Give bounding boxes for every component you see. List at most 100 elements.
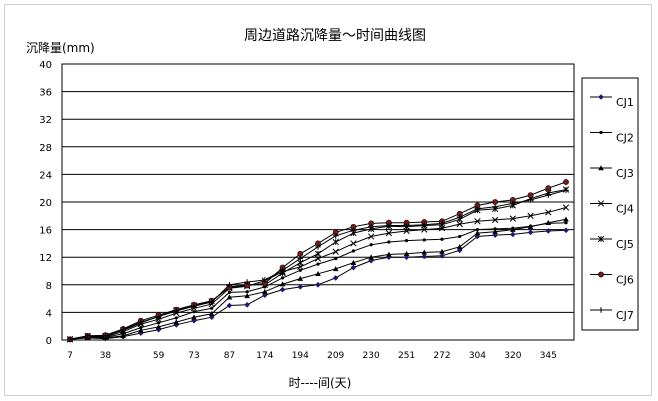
y-tick-label-24: 24 xyxy=(39,170,52,181)
x-tick-label-38: 38 xyxy=(100,351,112,361)
point-CJ3-19 xyxy=(403,250,410,256)
x-tick-label-174: 174 xyxy=(256,351,273,361)
point-CJ2-17 xyxy=(369,243,373,247)
point-CJ3-16 xyxy=(350,259,357,265)
point-CJ4-15 xyxy=(332,248,339,255)
point-CJ1-16 xyxy=(350,264,357,271)
legend-marker-CJ7 xyxy=(598,307,604,313)
point-CJ4-17 xyxy=(367,233,375,240)
point-CJ1-6 xyxy=(173,322,180,328)
point-CJ3-27 xyxy=(545,219,552,225)
x-tick-label-87: 87 xyxy=(224,351,235,361)
y-tick-label-12: 12 xyxy=(39,253,52,264)
point-CJ3-12 xyxy=(279,281,286,287)
y-tick-label-40: 40 xyxy=(39,60,52,71)
x-axis-label: 时----间(天) xyxy=(289,376,352,390)
point-CJ1-20 xyxy=(421,253,428,260)
point-CJ1-18 xyxy=(386,254,392,260)
point-CJ6-26 xyxy=(527,192,534,198)
chart-title: 周边道路沉降量～时间曲线图 xyxy=(244,28,426,44)
point-CJ4-22 xyxy=(456,220,463,228)
y-axis-label: 沉降量(mm) xyxy=(26,41,95,55)
y-tick-label-16: 16 xyxy=(39,226,52,237)
point-CJ7-4 xyxy=(138,319,144,325)
y-tick-label-32: 32 xyxy=(39,115,52,126)
point-CJ7-13 xyxy=(297,255,304,262)
point-CJ4-25 xyxy=(509,215,517,222)
point-CJ1-5 xyxy=(155,326,162,333)
series-CJ7 xyxy=(67,187,569,343)
y-tick-label-0: 0 xyxy=(46,336,52,347)
legend-label-CJ3: CJ3 xyxy=(616,167,634,180)
point-CJ7-18 xyxy=(386,222,392,229)
legend-label-CJ1: CJ1 xyxy=(616,96,634,109)
point-CJ4-28 xyxy=(562,204,570,211)
grid-lines xyxy=(62,91,574,313)
y-tick-label-8: 8 xyxy=(46,281,52,292)
point-CJ3-17 xyxy=(368,254,374,260)
chart-frame xyxy=(4,4,652,396)
point-CJ3-25 xyxy=(510,226,516,232)
legend-item-CJ3: CJ3 xyxy=(590,165,634,180)
point-CJ7-9 xyxy=(226,282,233,288)
x-tick-label-272: 272 xyxy=(433,351,450,361)
point-CJ7-21 xyxy=(439,220,445,227)
point-CJ2-23 xyxy=(475,228,480,232)
point-CJ3-20 xyxy=(421,249,428,255)
point-CJ3-21 xyxy=(439,248,445,254)
y-tick-label-28: 28 xyxy=(39,143,52,154)
point-CJ2-16 xyxy=(351,249,356,253)
x-tick-label-73: 73 xyxy=(188,351,199,361)
legend-marker-CJ1 xyxy=(598,94,604,100)
point-CJ2-15 xyxy=(334,256,338,261)
point-CJ1-26 xyxy=(527,229,534,236)
point-CJ7-11 xyxy=(262,277,268,283)
point-CJ1-14 xyxy=(315,282,321,288)
y-tick-labels: 0 4 8 12 16 20 24 28 32 36 40 xyxy=(39,60,52,347)
point-CJ7-26 xyxy=(527,197,534,203)
point-CJ1-4 xyxy=(138,330,144,336)
x-tick-label-251: 251 xyxy=(398,351,415,361)
point-CJ7-12 xyxy=(279,267,286,274)
point-CJ7-0 xyxy=(67,336,73,343)
point-CJ1-9 xyxy=(226,302,233,309)
point-CJ1-19 xyxy=(403,254,410,260)
point-CJ2-18 xyxy=(387,240,391,244)
legend-item-CJ2: CJ2 xyxy=(590,130,634,145)
point-CJ4-24 xyxy=(491,216,499,224)
point-CJ7-1 xyxy=(84,333,91,339)
point-CJ7-24 xyxy=(492,204,498,210)
point-CJ3-4 xyxy=(138,327,144,333)
point-CJ3-8 xyxy=(208,310,215,317)
point-CJ4-16 xyxy=(350,240,357,247)
legend-marker-CJ3 xyxy=(598,165,604,171)
point-CJ3-26 xyxy=(527,224,534,230)
point-CJ1-22 xyxy=(456,247,463,254)
point-CJ3-13 xyxy=(297,275,304,281)
point-CJ2-10 xyxy=(245,290,249,294)
legend-item-CJ5: CJ5 xyxy=(590,235,634,251)
point-CJ7-14 xyxy=(315,244,321,250)
point-CJ4-23 xyxy=(474,218,481,225)
x-tick-label-320: 320 xyxy=(504,351,521,361)
point-CJ7-3 xyxy=(120,326,126,333)
point-CJ4-14 xyxy=(314,255,322,262)
point-CJ1-27 xyxy=(545,228,552,234)
point-CJ1-28 xyxy=(563,227,569,234)
point-CJ3-28 xyxy=(563,216,569,222)
point-CJ3-14 xyxy=(315,270,321,276)
point-CJ7-20 xyxy=(421,221,428,228)
point-CJ2-28 xyxy=(564,221,568,225)
legend-label-CJ4: CJ4 xyxy=(616,203,634,216)
x-tick-label-345: 345 xyxy=(540,351,557,361)
point-CJ3-24 xyxy=(492,228,498,234)
legend-marker-CJ2 xyxy=(599,130,603,135)
point-CJ2-14 xyxy=(316,262,320,266)
point-CJ7-10 xyxy=(244,279,250,285)
point-CJ2-8 xyxy=(210,306,214,310)
legend-marker-CJ6 xyxy=(598,271,604,278)
point-CJ2-21 xyxy=(440,237,444,241)
point-CJ1-25 xyxy=(510,231,516,238)
point-CJ1-10 xyxy=(244,302,250,308)
point-CJ4-18 xyxy=(385,229,393,237)
